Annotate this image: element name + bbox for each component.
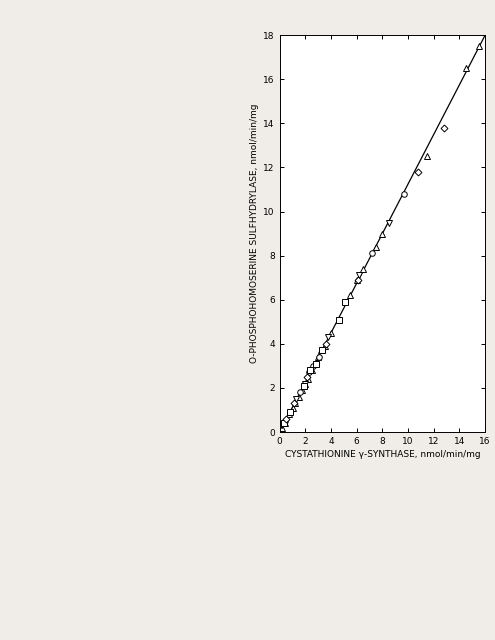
X-axis label: CYSTATHIONINE γ-SYNTHASE, nmol/min/mg: CYSTATHIONINE γ-SYNTHASE, nmol/min/mg xyxy=(285,450,480,459)
Y-axis label: O-PHOSPHOHOMOSERINE SULFHYDRYLASE, nmol/min/mg: O-PHOSPHOHOMOSERINE SULFHYDRYLASE, nmol/… xyxy=(250,104,259,364)
